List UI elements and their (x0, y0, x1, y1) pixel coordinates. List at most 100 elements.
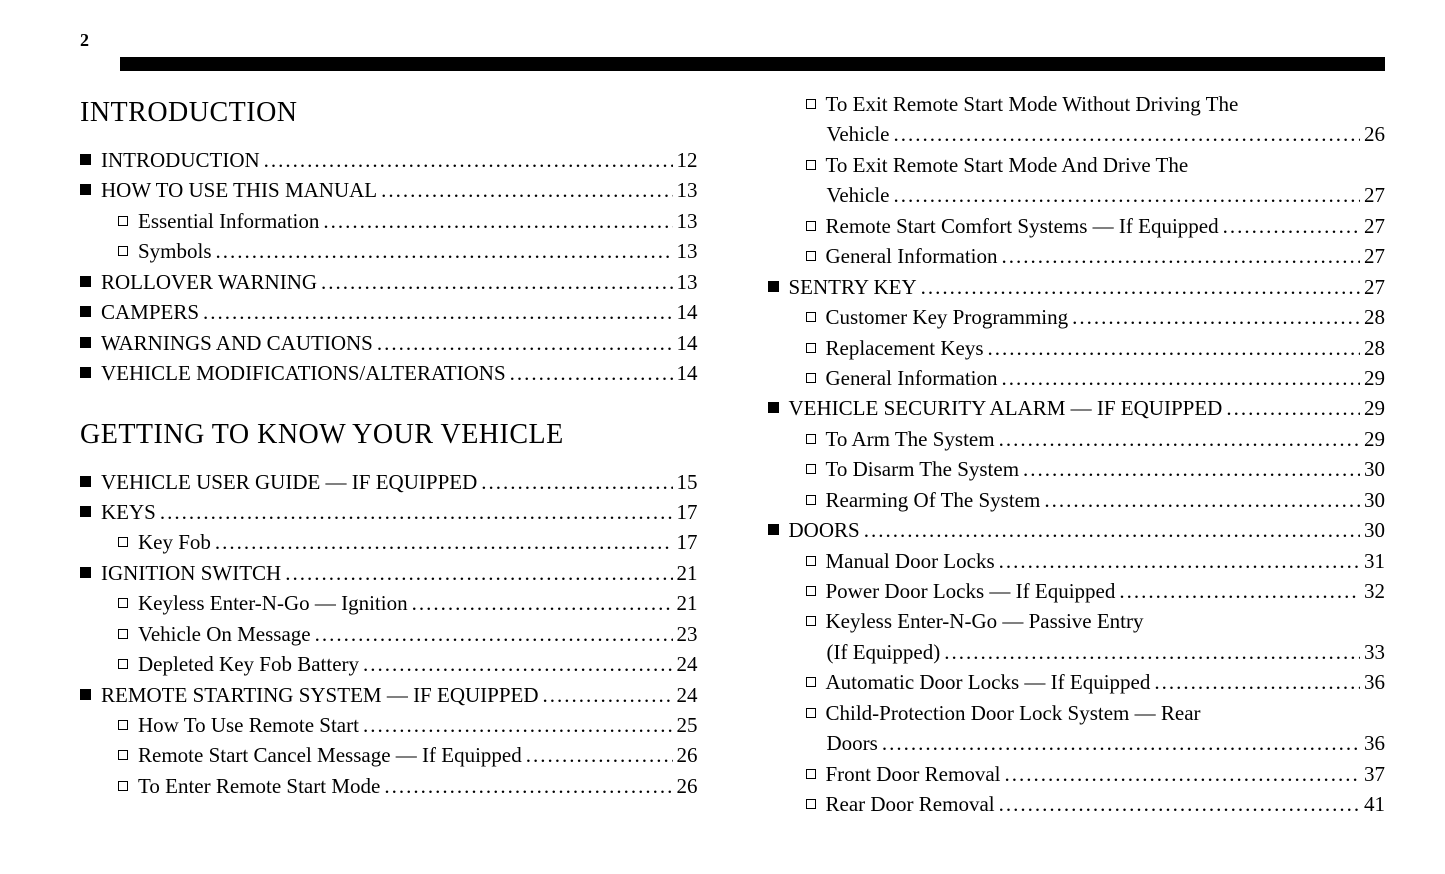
toc-entry: DOORS30 (768, 515, 1386, 545)
toc-entry: Keyless Enter-N-Go — Ignition21 (80, 588, 698, 618)
toc-leader-dots (999, 546, 1360, 576)
bullet-open-icon (806, 434, 816, 444)
toc-label: Power Door Locks — If Equipped (826, 576, 1116, 606)
toc-entry: To Exit Remote Start Mode Without Drivin… (768, 89, 1386, 150)
toc-page-ref: 32 (1364, 576, 1385, 606)
toc-columns: INTRODUCTIONINTRODUCTION12HOW TO USE THI… (80, 89, 1385, 820)
toc-leader-dots (323, 206, 672, 236)
toc-page-ref: 30 (1364, 485, 1385, 515)
toc-leader-dots (315, 619, 673, 649)
toc-leader-dots (999, 424, 1360, 454)
toc-entry: Replacement Keys28 (768, 333, 1386, 363)
bullet-open-icon (806, 708, 816, 718)
toc-page-ref: 27 (1364, 180, 1385, 210)
toc-entry: Customer Key Programming28 (768, 302, 1386, 332)
toc-leader-dots (381, 175, 672, 205)
bullet-open-icon (118, 598, 128, 608)
toc-label: Essential Information (138, 206, 319, 236)
page-number: 2 (80, 30, 1385, 51)
bullet-filled-icon (80, 154, 91, 165)
toc-page-ref: 29 (1364, 424, 1385, 454)
toc-leader-dots (412, 588, 673, 618)
page: 2 INTRODUCTIONINTRODUCTION12HOW TO USE T… (0, 0, 1445, 874)
bullet-open-icon (806, 160, 816, 170)
toc-page-ref: 12 (677, 145, 698, 175)
toc-label: SENTRY KEY (789, 272, 917, 302)
toc-label: HOW TO USE THIS MANUAL (101, 175, 377, 205)
toc-page-ref: 27 (1364, 211, 1385, 241)
toc-entry: Key Fob17 (80, 527, 698, 557)
toc-page-ref: 13 (677, 206, 698, 236)
bullet-open-icon (806, 99, 816, 109)
toc-label: To Exit Remote Start Mode Without Drivin… (826, 89, 1239, 119)
toc-label: How To Use Remote Start (138, 710, 359, 740)
bullet-filled-icon (80, 367, 91, 378)
toc-label: Keyless Enter-N-Go — Passive Entry (826, 606, 1144, 636)
toc-entry: To Exit Remote Start Mode And Drive TheV… (768, 150, 1386, 211)
toc-entry: VEHICLE SECURITY ALARM — IF EQUIPPED29 (768, 393, 1386, 423)
toc-entry: Automatic Door Locks — If Equipped 36 (768, 667, 1386, 697)
toc-leader-dots (526, 740, 673, 770)
toc-leader-dots (988, 333, 1360, 363)
toc-page-ref: 26 (1364, 119, 1385, 149)
bullet-open-icon (118, 659, 128, 669)
toc-page-ref: 31 (1364, 546, 1385, 576)
toc-leader-dots (216, 236, 673, 266)
bullet-open-icon (806, 799, 816, 809)
toc-entry: General Information27 (768, 241, 1386, 271)
toc-entry: General Information29 (768, 363, 1386, 393)
bullet-open-icon (806, 312, 816, 322)
toc-page-ref: 41 (1364, 789, 1385, 819)
toc-label: DOORS (789, 515, 860, 545)
section-title: GETTING TO KNOW YOUR VEHICLE (80, 419, 698, 451)
toc-label: Remote Start Cancel Message — If Equippe… (138, 740, 522, 770)
toc-leader-dots (864, 515, 1360, 545)
toc-label-cont: Vehicle (827, 180, 890, 210)
bullet-open-icon (806, 556, 816, 566)
toc-entry: To Enter Remote Start Mode26 (80, 771, 698, 801)
toc-label: Replacement Keys (826, 333, 984, 363)
toc-entry: To Disarm The System30 (768, 454, 1386, 484)
toc-leader-dots (882, 728, 1360, 758)
bullet-open-icon (118, 216, 128, 226)
toc-page-ref: 36 (1364, 667, 1385, 697)
toc-leader-dots (363, 649, 672, 679)
toc-label: Customer Key Programming (826, 302, 1069, 332)
toc-entry: Symbols13 (80, 236, 698, 266)
bullet-open-icon (806, 586, 816, 596)
toc-label: Depleted Key Fob Battery (138, 649, 359, 679)
toc-label: VEHICLE USER GUIDE — IF EQUIPPED (101, 467, 477, 497)
toc-entry: REMOTE STARTING SYSTEM — IF EQUIPPED24 (80, 680, 698, 710)
bullet-filled-icon (80, 506, 91, 517)
toc-leader-dots (285, 558, 672, 588)
header-bar (120, 57, 1385, 71)
bullet-filled-icon (80, 337, 91, 348)
toc-page-ref: 13 (677, 175, 698, 205)
toc-entry: WARNINGS AND CAUTIONS14 (80, 328, 698, 358)
bullet-filled-icon (80, 276, 91, 287)
toc-label: Automatic Door Locks — If Equipped (826, 667, 1151, 697)
bullet-filled-icon (80, 306, 91, 317)
toc-leader-dots (944, 637, 1360, 667)
toc-page-ref: 13 (677, 236, 698, 266)
bullet-open-icon (806, 677, 816, 687)
toc-entry: SENTRY KEY27 (768, 272, 1386, 302)
bullet-filled-icon (768, 281, 779, 292)
toc-leader-dots (1154, 667, 1360, 697)
toc-label: Keyless Enter-N-Go — Ignition (138, 588, 408, 618)
bullet-open-icon (118, 781, 128, 791)
bullet-filled-icon (80, 567, 91, 578)
bullet-open-icon (118, 720, 128, 730)
toc-entry: ROLLOVER WARNING13 (80, 267, 698, 297)
toc-label: Key Fob (138, 527, 211, 557)
toc-label: VEHICLE MODIFICATIONS/ALTERATIONS (101, 358, 506, 388)
toc-entry: Power Door Locks — If Equipped 32 (768, 576, 1386, 606)
toc-label-cont: Vehicle (827, 119, 890, 149)
toc-entry: Remote Start Comfort Systems — If Equipp… (768, 211, 1386, 241)
bullet-filled-icon (80, 476, 91, 487)
toc-label-cont: Doors (827, 728, 878, 758)
bullet-open-icon (806, 221, 816, 231)
toc-leader-dots (921, 272, 1360, 302)
bullet-open-icon (806, 495, 816, 505)
toc-leader-dots (481, 467, 672, 497)
